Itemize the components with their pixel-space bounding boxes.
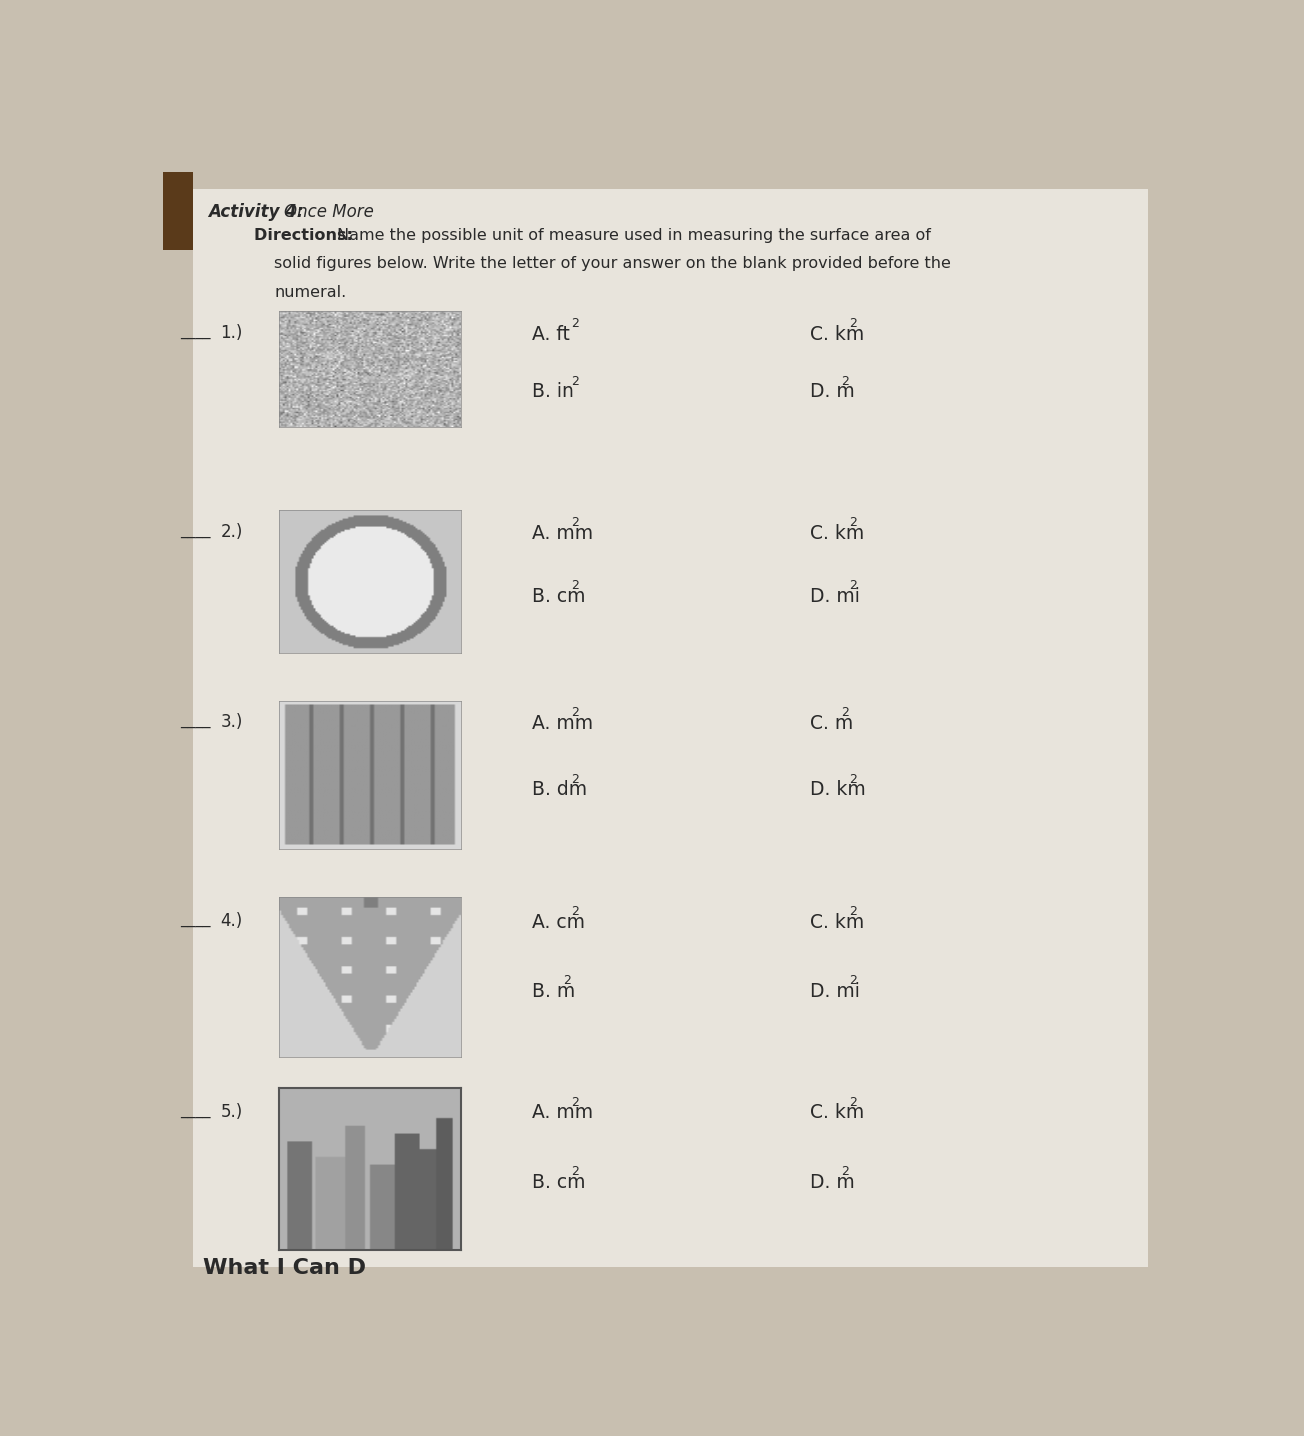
Text: A. ft: A. ft [532,325,570,343]
Text: C. km: C. km [810,325,865,343]
Text: What I Can D: What I Can D [203,1258,366,1278]
Text: 2: 2 [849,317,857,330]
Text: 2: 2 [841,1165,849,1179]
Text: ____: ____ [180,323,211,339]
Text: 2: 2 [571,375,579,388]
FancyBboxPatch shape [193,190,1149,1267]
Text: 2: 2 [571,579,579,592]
Text: 4.): 4.) [220,912,243,931]
Text: A. mm: A. mm [532,1103,593,1123]
Text: 2: 2 [841,375,849,388]
Text: 2: 2 [571,906,579,919]
Text: B. m: B. m [532,982,575,1001]
Text: 2: 2 [571,516,579,530]
Text: 2: 2 [849,773,857,785]
Polygon shape [163,172,193,250]
Text: C. km: C. km [810,913,865,932]
Text: B. in: B. in [532,382,574,402]
Text: Once More: Once More [284,204,374,221]
Text: A. mm: A. mm [532,714,593,734]
Text: 2: 2 [849,906,857,919]
Text: 2.): 2.) [220,523,243,541]
Text: 2: 2 [849,579,857,592]
Text: 2: 2 [563,974,571,987]
Text: D. m: D. m [810,382,854,402]
Text: 2: 2 [571,707,579,719]
Text: 2: 2 [571,1165,579,1179]
Text: 3.): 3.) [220,714,243,731]
Text: Name the possible unit of measure used in measuring the surface area of: Name the possible unit of measure used i… [336,227,931,243]
Text: Activity 4:: Activity 4: [209,204,310,221]
Text: numeral.: numeral. [274,286,347,300]
Text: 5.): 5.) [220,1103,243,1122]
Text: A. mm: A. mm [532,524,593,543]
Text: solid figures below. Write the letter of your answer on the blank provided befor: solid figures below. Write the letter of… [274,257,951,271]
Text: 2: 2 [571,317,579,330]
Text: 2: 2 [571,1096,579,1109]
Text: C. km: C. km [810,524,865,543]
Text: 1.): 1.) [220,323,243,342]
Text: D. km: D. km [810,781,866,800]
Text: ____: ____ [180,1103,211,1119]
Text: D. mi: D. mi [810,982,859,1001]
Text: D. m: D. m [810,1173,854,1192]
Text: B. dm: B. dm [532,781,587,800]
Text: B. cm: B. cm [532,1173,585,1192]
Text: ____: ____ [180,523,211,538]
Text: ____: ____ [180,912,211,928]
Text: 2: 2 [849,516,857,530]
Text: ____: ____ [180,714,211,728]
Text: 2: 2 [841,707,849,719]
Text: 2: 2 [571,773,579,785]
Text: B. cm: B. cm [532,587,585,606]
Text: A. cm: A. cm [532,913,585,932]
Text: C. m: C. m [810,714,853,734]
Text: D. mi: D. mi [810,587,859,606]
Text: C. km: C. km [810,1103,865,1123]
Text: 2: 2 [849,1096,857,1109]
Text: Directions:: Directions: [254,227,359,243]
Text: 2: 2 [849,974,857,987]
